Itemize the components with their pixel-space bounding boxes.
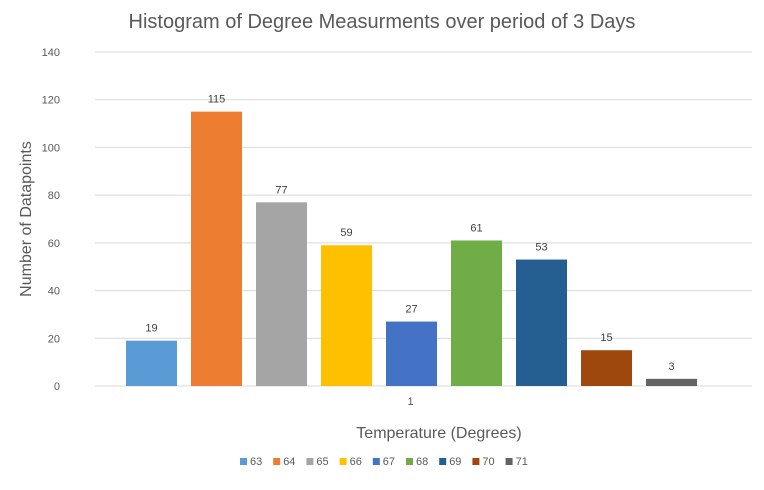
bars bbox=[126, 111, 697, 387]
legend-label-70: 70 bbox=[482, 456, 494, 468]
chart-title: Histogram of Degree Measurments over per… bbox=[129, 11, 636, 33]
data-label-67: 27 bbox=[405, 304, 417, 316]
bar-65 bbox=[256, 202, 307, 386]
data-label-64: 115 bbox=[208, 94, 226, 106]
legend-swatch-69 bbox=[439, 458, 447, 465]
data-label-68: 61 bbox=[470, 222, 482, 234]
legend-label-67: 67 bbox=[383, 456, 395, 468]
bar-67 bbox=[386, 321, 437, 386]
data-label-63: 19 bbox=[145, 323, 157, 335]
bar-63 bbox=[126, 340, 177, 386]
legend-label-65: 65 bbox=[316, 456, 328, 468]
legend-swatch-71 bbox=[505, 458, 513, 465]
y-tick-label: 80 bbox=[48, 190, 60, 202]
y-axis-title: Number of Datapoints bbox=[18, 141, 35, 297]
legend-swatch-64 bbox=[273, 458, 281, 465]
legend-swatch-66 bbox=[339, 458, 347, 465]
data-labels: 19 115 77 59 27 61 53 15 3 bbox=[145, 94, 674, 373]
legend-label-68: 68 bbox=[416, 456, 428, 468]
x-axis-ticks: 1 bbox=[407, 396, 413, 408]
legend-label-63: 63 bbox=[250, 456, 262, 468]
bar-68 bbox=[451, 240, 502, 386]
legend-label-64: 64 bbox=[283, 456, 295, 468]
data-label-66: 59 bbox=[340, 227, 352, 239]
y-tick-label: 140 bbox=[42, 47, 60, 59]
legend-label-69: 69 bbox=[449, 456, 461, 468]
data-label-71: 3 bbox=[668, 361, 674, 373]
bar-71 bbox=[646, 378, 697, 386]
y-tick-label: 0 bbox=[54, 381, 60, 393]
legend-label-66: 66 bbox=[350, 456, 362, 468]
y-axis-ticks: 0 20 40 60 80 100 120 140 bbox=[42, 47, 60, 393]
data-label-70: 15 bbox=[600, 332, 612, 344]
bar-69 bbox=[516, 259, 567, 386]
data-label-69: 53 bbox=[535, 242, 547, 254]
data-label-65: 77 bbox=[275, 184, 287, 196]
bar-70 bbox=[581, 350, 632, 386]
legend-swatch-63 bbox=[240, 458, 247, 465]
y-tick-label: 100 bbox=[42, 142, 60, 154]
legend-swatch-65 bbox=[306, 458, 314, 465]
legend-swatch-70 bbox=[472, 458, 480, 465]
y-tick-label: 60 bbox=[48, 238, 60, 250]
bar-66 bbox=[321, 245, 372, 386]
y-tick-label: 20 bbox=[48, 333, 60, 345]
bar-64 bbox=[191, 111, 242, 387]
y-tick-label: 40 bbox=[48, 286, 60, 298]
y-tick-label: 120 bbox=[42, 95, 60, 107]
legend: 63 64 65 66 67 68 69 70 71 bbox=[240, 456, 528, 468]
x-axis-title: Temperature (Degrees) bbox=[356, 425, 521, 442]
x-tick-label: 1 bbox=[407, 396, 413, 408]
legend-label-71: 71 bbox=[516, 456, 528, 468]
legend-swatch-68 bbox=[406, 458, 413, 465]
legend-swatch-67 bbox=[372, 458, 380, 465]
